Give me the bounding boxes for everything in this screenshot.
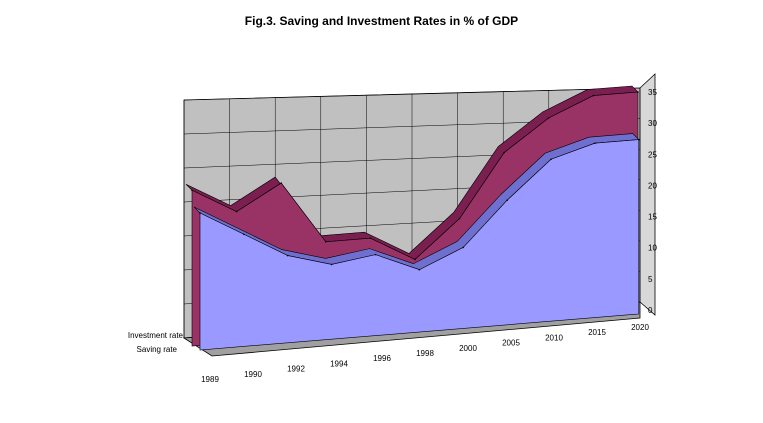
- series-1-point-1998: [418, 268, 421, 271]
- series-0-point-2010: [548, 117, 550, 119]
- y-tick-label: 15: [648, 213, 657, 222]
- y-tick-label: 30: [648, 119, 657, 128]
- x-tick-label: 2015: [588, 328, 606, 337]
- x-tick-label: 1994: [330, 359, 348, 368]
- series-0-point-1989: [191, 189, 193, 192]
- series-1-point-1989: [199, 212, 201, 214]
- y-tick-label: 0: [648, 306, 653, 315]
- series-label-1: Saving rate: [137, 345, 178, 354]
- series-0-point-2020: [637, 91, 639, 93]
- series-1-point-1994: [330, 263, 333, 266]
- series-1-point-2010: [550, 158, 552, 161]
- series-0-point-1996: [369, 237, 372, 239]
- series-0-point-1990: [235, 210, 238, 213]
- x-tick-label: 1990: [244, 370, 262, 379]
- y-tick-label: 20: [648, 181, 657, 190]
- chart-title: Fig.3. Saving and Investment Rates in % …: [244, 14, 519, 28]
- x-tick-label: 1992: [287, 365, 305, 374]
- series-1-point-2005: [506, 199, 508, 202]
- series-0-point-2005: [503, 151, 506, 154]
- x-tick-label: 2020: [631, 323, 649, 332]
- series-0-point-2000: [458, 217, 461, 220]
- x-tick-label: 2000: [459, 344, 477, 353]
- series-1-area: [199, 139, 640, 351]
- y-tick-label: 35: [648, 88, 657, 97]
- y-tick-label: 10: [648, 244, 657, 253]
- gridline-horizontal: [183, 87, 641, 101]
- series-label-0: Investment rate: [128, 331, 184, 340]
- series-1-point-1992: [286, 254, 289, 257]
- series-1-point-2000: [462, 246, 465, 249]
- series-0-point-1998: [414, 258, 416, 261]
- series-0-point-1992: [280, 182, 283, 184]
- series-1-point-1990: [243, 233, 245, 236]
- x-tick-label: 2010: [545, 333, 563, 342]
- x-tick-label: 2005: [502, 339, 520, 348]
- y-tick-label: 5: [648, 275, 653, 284]
- chart-axes: 0 5 10 15 20 25 30 35 1989 1990 1992 1994 1996 1998 20…: [128, 88, 658, 384]
- x-tick-label: 1998: [416, 349, 434, 358]
- x-tick-label: 1989: [201, 375, 219, 384]
- chart-series: [185, 85, 640, 351]
- y-tick-label: 25: [648, 150, 657, 159]
- series-1-point-2020: [638, 138, 640, 141]
- series-0-point-2015: [592, 94, 595, 97]
- series-1-point-1996: [374, 253, 377, 256]
- series-1-point-2015: [594, 142, 596, 144]
- x-tick-label: 1996: [373, 354, 391, 363]
- series-0-point-1994: [325, 240, 327, 243]
